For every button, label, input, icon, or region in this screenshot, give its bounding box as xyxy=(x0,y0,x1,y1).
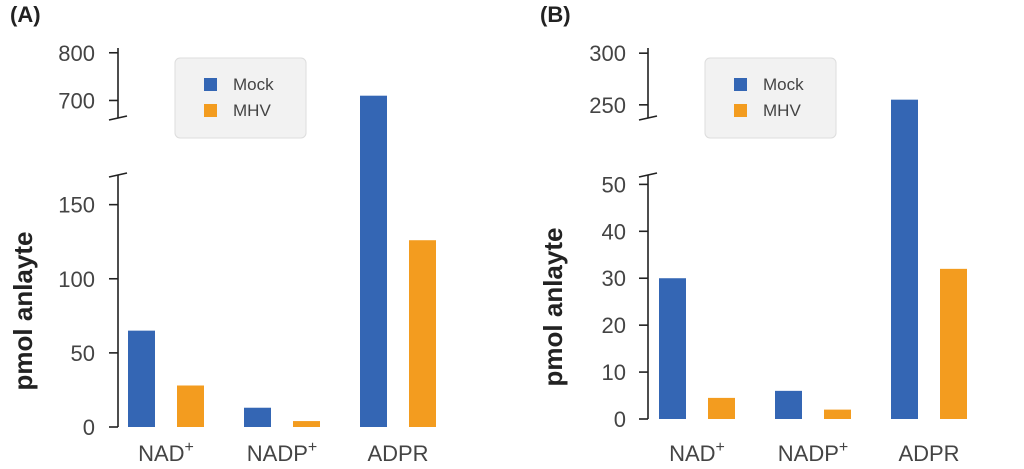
bar-mock-nadp xyxy=(244,407,271,427)
axis-break-mark xyxy=(108,172,128,178)
legend-box xyxy=(174,57,307,139)
axis-break-mark xyxy=(638,115,658,121)
legend-swatch-mock xyxy=(734,78,747,91)
category-text: ADPR xyxy=(367,441,428,466)
x-category-label: ADPR xyxy=(898,441,959,466)
y-tick-label: 150 xyxy=(58,193,95,218)
category-superscript: + xyxy=(716,439,725,456)
axis-break-mark xyxy=(108,115,128,121)
bar-mhv-adpr xyxy=(409,240,436,427)
category-text: NAD xyxy=(138,441,184,466)
bar-mock-nadp xyxy=(775,390,802,419)
category-superscript: + xyxy=(185,439,194,456)
y-tick-label: 20 xyxy=(602,313,626,338)
y-tick-label: 800 xyxy=(58,41,95,66)
y-tick-label: 100 xyxy=(58,267,95,292)
y-tick-label: 0 xyxy=(614,407,626,432)
y-axis-label: pmol anlayte xyxy=(8,232,38,391)
legend-swatch-mock xyxy=(204,78,217,91)
bar-mock-nad xyxy=(128,330,155,427)
category-superscript: + xyxy=(839,439,848,456)
y-tick-label: 50 xyxy=(602,172,626,197)
bar-mhv-nad xyxy=(177,385,204,427)
bar-mock-adpr xyxy=(891,99,918,420)
y-tick-label: 40 xyxy=(602,219,626,244)
legend-box xyxy=(704,57,837,139)
bar-mhv-nad xyxy=(708,397,735,419)
y-tick-label: 300 xyxy=(589,41,626,66)
y-tick-label: 0 xyxy=(83,415,95,440)
y-tick-label: 30 xyxy=(602,266,626,291)
x-category-label: NADP+ xyxy=(778,439,848,466)
y-tick-label: 50 xyxy=(71,341,95,366)
legend-label-mock: Mock xyxy=(233,75,274,94)
y-tick-label: 700 xyxy=(58,88,95,113)
panel-label: (B) xyxy=(540,2,571,27)
axis-break-mark xyxy=(638,172,658,178)
x-category-label: NADP+ xyxy=(247,439,317,466)
legend-label-mhv: MHV xyxy=(763,101,801,120)
category-superscript: + xyxy=(308,439,317,456)
bar-mhv-nadp xyxy=(293,421,320,427)
legend-swatch-mhv xyxy=(204,104,217,117)
category-text: NADP xyxy=(778,441,839,466)
x-category-label: NAD+ xyxy=(669,439,725,466)
y-tick-label: 10 xyxy=(602,360,626,385)
bar-mock-nad xyxy=(659,278,686,419)
y-tick-label: 250 xyxy=(589,93,626,118)
bar-mock-adpr xyxy=(360,95,387,427)
legend-label-mhv: MHV xyxy=(233,101,271,120)
bar-mhv-nadp xyxy=(824,409,851,419)
x-category-label: NAD+ xyxy=(138,439,194,466)
category-text: NAD xyxy=(669,441,715,466)
category-text: NADP xyxy=(247,441,308,466)
panel-label: (A) xyxy=(10,2,41,27)
bar-mhv-adpr xyxy=(940,268,967,419)
legend-swatch-mhv xyxy=(734,104,747,117)
legend-label-mock: Mock xyxy=(763,75,804,94)
x-category-label: ADPR xyxy=(367,441,428,466)
category-text: ADPR xyxy=(898,441,959,466)
y-axis-label: pmol anlayte xyxy=(538,228,568,387)
